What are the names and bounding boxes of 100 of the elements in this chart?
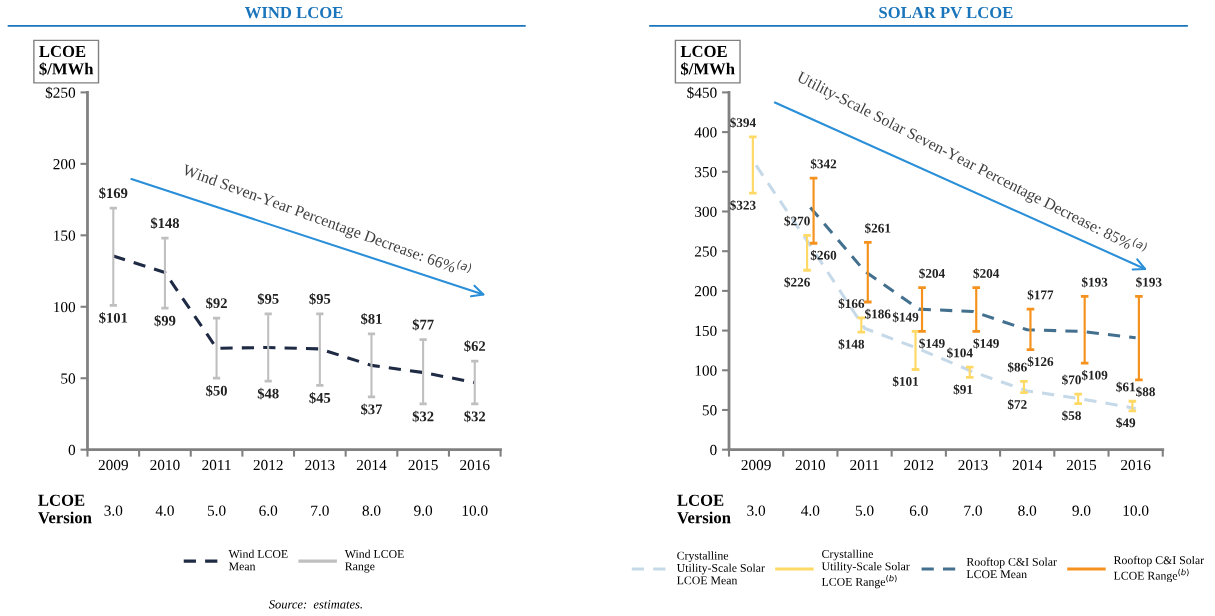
annotation: $169 bbox=[99, 187, 128, 200]
annotation: $270 bbox=[784, 215, 810, 227]
annotation: $261 bbox=[865, 222, 891, 234]
bar bbox=[914, 331, 917, 370]
bar bbox=[1137, 296, 1140, 380]
annotation: $149 bbox=[973, 338, 999, 349]
text: 7.0 bbox=[311, 505, 329, 516]
x-tick-label: 2009 bbox=[98, 459, 128, 471]
annotation: $186 bbox=[865, 308, 891, 320]
text: 3.0 bbox=[104, 505, 123, 516]
legend-label: Crystalline Utility-Scale Solar LCOE Mean bbox=[676, 551, 765, 585]
annotation: $193 bbox=[1136, 276, 1162, 288]
legend-label: Crystalline Utility-Scale Solar LCOE Range$^{(b)}$ bbox=[821, 549, 910, 589]
legend-label: Rooftop C&I Solar LCOE Range$^{(b)}$ bbox=[1113, 555, 1204, 583]
annotation: $70 bbox=[1062, 374, 1081, 386]
x-tick-label: 2009 bbox=[741, 459, 771, 471]
x-tick-label: 2013 bbox=[958, 459, 988, 471]
text: 9.0 bbox=[1072, 505, 1091, 516]
x-tick-label: 2014 bbox=[356, 459, 387, 471]
annotation: $62 bbox=[464, 340, 486, 352]
chart-title: WIND LCOE bbox=[244, 6, 343, 19]
x-tick-label: 2015 bbox=[408, 459, 438, 471]
annotation: $77 bbox=[412, 318, 434, 331]
source-note: Source: estimates. bbox=[268, 600, 362, 609]
chart-title: SOLAR PV LCOE bbox=[879, 6, 1013, 19]
x-tick-label: 2016 bbox=[1121, 459, 1151, 471]
x-tick-label: 2010 bbox=[795, 459, 826, 471]
text: LCOE Version bbox=[38, 494, 92, 524]
annotation: $323 bbox=[730, 199, 756, 211]
y-tick-label: 200 bbox=[694, 286, 717, 297]
x-tick-label: 2013 bbox=[305, 459, 335, 471]
annotation: Wind Seven-Year Percentage Decrease: 66%$^{(a)}$ bbox=[180, 160, 473, 282]
annotation: $109 bbox=[1081, 369, 1108, 381]
annotation: $148 bbox=[838, 338, 865, 350]
y-tick-label: 100 bbox=[54, 301, 76, 313]
annotation: $37 bbox=[361, 403, 383, 416]
text: 9.0 bbox=[414, 505, 433, 516]
annotation: $58 bbox=[1062, 410, 1081, 421]
text: 8.0 bbox=[1018, 505, 1037, 516]
legend-label: Rooftop C&I Solar LCOE Mean bbox=[966, 557, 1057, 579]
y-tick-label: 100 bbox=[695, 365, 717, 376]
bar bbox=[473, 361, 476, 404]
text: 3.0 bbox=[747, 505, 766, 516]
annotation: $126 bbox=[1027, 356, 1054, 367]
x-tick-label: 2014 bbox=[1012, 459, 1043, 471]
annotation: $32 bbox=[464, 410, 486, 423]
annotation: $92 bbox=[206, 297, 227, 310]
bar bbox=[318, 313, 321, 386]
x-tick-label: 2016 bbox=[460, 459, 490, 471]
annotation: $204 bbox=[919, 268, 945, 279]
annotation: $101 bbox=[99, 312, 128, 324]
annotation: $81 bbox=[361, 313, 382, 325]
annotation: $88 bbox=[1136, 386, 1155, 398]
x-tick-label: 2012 bbox=[253, 459, 283, 471]
bar bbox=[267, 313, 270, 382]
y-tick-label: 200 bbox=[53, 159, 76, 170]
y-tick-label: $450 bbox=[687, 86, 717, 99]
y-tick-label: 150 bbox=[695, 325, 717, 337]
annotation: $99 bbox=[154, 314, 176, 327]
text: 4.0 bbox=[155, 505, 174, 516]
y-tick-label: 50 bbox=[61, 373, 76, 384]
bar bbox=[812, 178, 815, 244]
annotation: $394 bbox=[730, 117, 756, 128]
annotation: $166 bbox=[838, 298, 865, 309]
legend-label: Wind LCOE Range bbox=[344, 549, 404, 573]
annotation: $95 bbox=[309, 293, 331, 305]
x-tick-label: 2011 bbox=[850, 459, 879, 471]
bar bbox=[1029, 309, 1032, 350]
text: 8.0 bbox=[362, 505, 381, 516]
text: 6.0 bbox=[909, 505, 928, 516]
bar bbox=[975, 287, 978, 332]
annotation: $32 bbox=[412, 410, 434, 423]
text: 4.0 bbox=[801, 505, 820, 516]
bar bbox=[920, 287, 924, 332]
annotation: $226 bbox=[784, 276, 810, 288]
annotation: $95 bbox=[257, 293, 279, 305]
annotation: $149 bbox=[892, 311, 919, 323]
y-tick-label: 350 bbox=[695, 166, 717, 178]
annotation: $49 bbox=[1116, 417, 1136, 429]
x-tick-label: 2012 bbox=[904, 459, 934, 471]
y-tick-label: 0 bbox=[710, 444, 717, 456]
y-axis-title: LCOE $/MWh bbox=[680, 45, 735, 76]
y-tick-label: $250 bbox=[45, 86, 76, 99]
x-tick-label: 2010 bbox=[150, 459, 180, 471]
text: 10.0 bbox=[1123, 505, 1149, 516]
bar bbox=[370, 333, 373, 397]
x-tick-label: 2015 bbox=[1066, 459, 1097, 471]
y-tick-label: 0 bbox=[68, 444, 76, 456]
y-tick-label: 250 bbox=[694, 246, 717, 257]
bar bbox=[866, 242, 869, 302]
annotation: $45 bbox=[309, 392, 331, 404]
annotation: $101 bbox=[892, 376, 919, 387]
legend-label: Wind LCOE Mean bbox=[228, 549, 288, 571]
y-tick-label: 50 bbox=[702, 405, 717, 416]
annotation: $193 bbox=[1081, 276, 1108, 288]
text: 7.0 bbox=[964, 505, 982, 516]
bar bbox=[163, 238, 166, 309]
text: 10.0 bbox=[462, 505, 488, 516]
bar bbox=[215, 318, 218, 379]
y-tick-label: 300 bbox=[695, 206, 717, 217]
